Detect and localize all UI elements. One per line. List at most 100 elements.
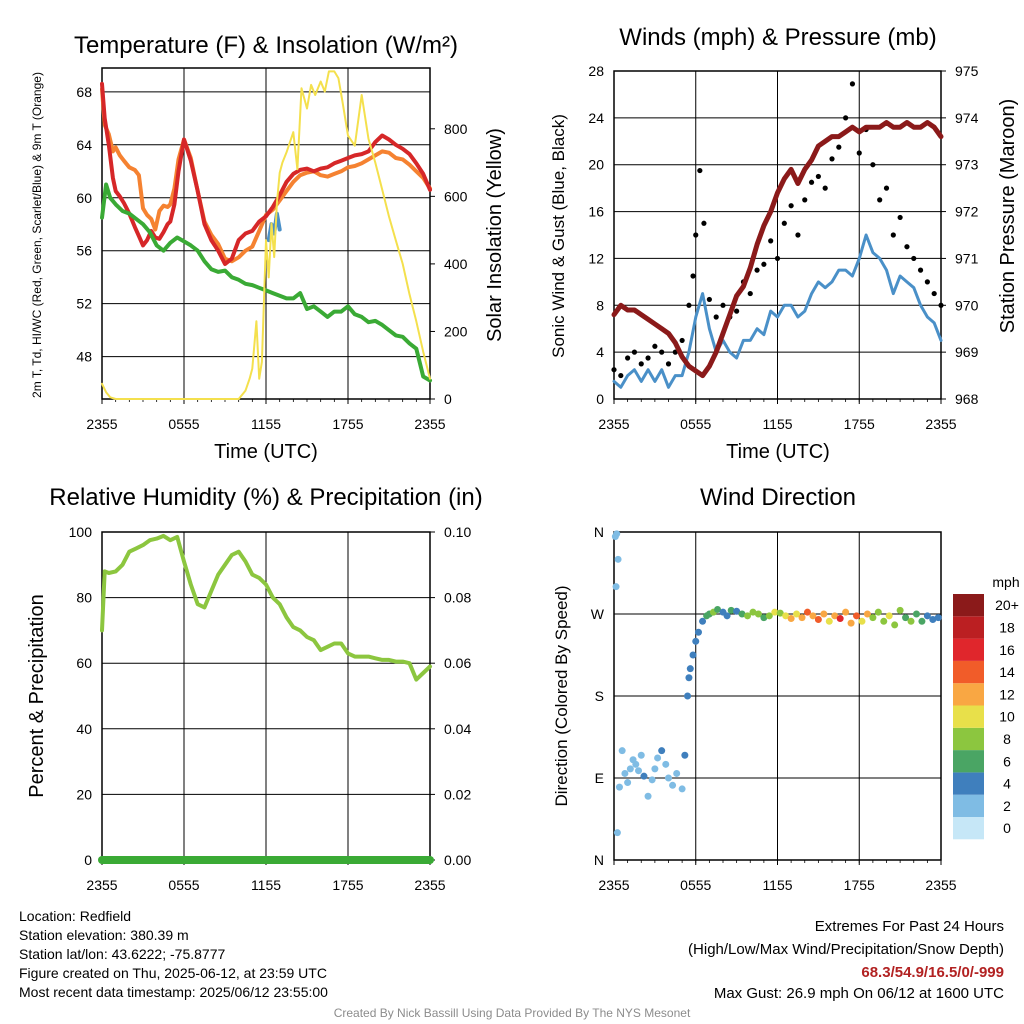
direction-point (934, 614, 942, 622)
direction-point (798, 614, 806, 622)
temperature-series-9m-t (100, 87, 432, 264)
winds-xlabel: Time (UTC) (726, 441, 830, 463)
colorbar-swatch (953, 638, 984, 661)
colorbar-label: 14 (999, 664, 1015, 680)
direction-point (614, 555, 622, 563)
direction-xtick-label: 1155 (762, 877, 792, 893)
winds-gust-point (924, 279, 930, 285)
winds-gust-point (652, 343, 658, 349)
winds-gust-point (659, 349, 665, 355)
temperature-series-2m-t (100, 81, 432, 266)
temperature-ytick-right-label: 0 (444, 391, 452, 407)
direction-point (654, 754, 662, 762)
colorbar-label: 20+ (995, 597, 1019, 613)
humidity-ytick-right-label: 0.04 (444, 721, 471, 737)
winds-ytick-left-label: 8 (596, 297, 604, 313)
temperature-ytick-right-label: 400 (444, 256, 468, 272)
latlon-text: Station lat/lon: 43.6222; -75.8777 (19, 946, 226, 962)
direction-point (723, 612, 731, 620)
direction-point (613, 530, 621, 538)
direction-xtick-label: 1755 (844, 877, 875, 893)
direction-point (612, 583, 620, 591)
winds-ytick-right-label: 971 (955, 250, 979, 266)
direction-point (673, 769, 681, 777)
direction-point (820, 610, 828, 618)
humidity-ytick-left-label: 100 (69, 524, 93, 540)
direction-point (637, 751, 645, 759)
direction-point (624, 779, 632, 787)
winds-gust-point (774, 255, 781, 262)
direction-point (685, 674, 693, 682)
direction-point (765, 612, 773, 620)
colorbar-swatch (953, 772, 984, 795)
temperature-ytick-left-label: 48 (76, 349, 92, 365)
humidity-ylabel-left: Percent & Precipitation (26, 594, 48, 797)
winds-ytick-left-label: 20 (588, 157, 604, 173)
direction-point (651, 765, 659, 773)
colorbar-label: 16 (999, 642, 1015, 658)
winds-gust-point (618, 372, 624, 379)
direction-point (891, 621, 899, 629)
direction-point (694, 628, 702, 636)
direction-ytick-left-label: N (594, 852, 604, 868)
winds-gust-point (836, 144, 842, 150)
direction-xtick-label: 2355 (598, 877, 629, 893)
temperature-ytick-right-label: 800 (444, 121, 468, 137)
humidity-axes: 2355 0555 1155 1755 2355 0 20 40 60 80 100 0.00 0.02… (69, 524, 472, 893)
direction-point (613, 829, 621, 837)
direction-point (880, 617, 888, 625)
temperature-xtick-label: 1755 (332, 416, 363, 432)
winds-gust-point (686, 302, 692, 308)
direction-point (918, 617, 926, 625)
direction-point (686, 665, 694, 673)
direction-point (665, 774, 672, 782)
winds-ytick-left-label: 4 (596, 344, 604, 360)
direction-point (836, 615, 844, 623)
max-gust-text: Max Gust: 26.9 mph On 06/12 at 1600 UTC (713, 985, 1004, 1002)
winds-gust-point (690, 273, 696, 279)
winds-gust-point (747, 290, 753, 297)
temperature-ytick-left-label: 64 (76, 137, 92, 153)
winds-gust-point (911, 255, 917, 262)
credit-text: Created By Nick Bassill Using Data Provi… (333, 1006, 691, 1020)
winds-gust-point (754, 267, 760, 273)
winds-ytick-left-label: 0 (596, 391, 604, 407)
temperature-ytick-right-label: 200 (444, 323, 468, 339)
direction-point (869, 614, 877, 622)
temperature-xtick-label: 2355 (414, 416, 445, 432)
humidity-ytick-left-label: 40 (76, 721, 92, 737)
winds-ytick-right-label: 974 (955, 110, 979, 126)
winds-ytick-left-label: 28 (588, 63, 604, 79)
direction-point (842, 608, 850, 616)
winds-xtick-label: 1155 (762, 416, 792, 432)
temperature-ylabel-right: Solar Insolation (Yellow) (484, 128, 506, 342)
direction-point (760, 614, 768, 622)
winds-gust-point (904, 244, 910, 250)
colorbar-swatch (953, 594, 984, 617)
humidity-xtick-label: 2355 (414, 877, 445, 893)
direction-point (771, 608, 779, 616)
direction-point (825, 617, 833, 625)
colorbar-swatch (953, 616, 984, 639)
humidity-ytick-right-label: 0.00 (444, 852, 471, 868)
winds-gust-point (701, 220, 707, 226)
recent-timestamp-text: Most recent data timestamp: 2025/06/12 2… (19, 984, 328, 1000)
winds-ytick-right-label: 968 (955, 391, 979, 407)
temperature-ytick-right-label: 600 (444, 188, 468, 204)
winds-axes: 2355 0555 1155 1755 2355 0 4 8 12 16 20 24 28 968 969 9… (588, 63, 978, 432)
winds-gust-point (890, 232, 896, 238)
speed-colorbar: mph 0 2 4 6 8 10 12 14 16 18 20+ (953, 574, 1020, 840)
winds-gust-point (795, 232, 801, 238)
direction-point (692, 637, 700, 645)
temperature-ytick-left-label: 60 (76, 190, 92, 206)
station-info: Location: Redfield Station elevation: 38… (19, 907, 328, 1002)
direction-frame (613, 531, 942, 861)
winds-gust-point (856, 150, 862, 156)
temperature-axes: 2355 0555 1155 1755 2355 48 52 56 60 64 68 0 200 400 6… (76, 67, 468, 432)
direction-point (626, 765, 634, 773)
temperature-xlabel: Time (UTC) (214, 441, 318, 463)
direction-point (793, 610, 801, 618)
direction-point (874, 608, 882, 616)
winds-gust-point (645, 355, 651, 361)
